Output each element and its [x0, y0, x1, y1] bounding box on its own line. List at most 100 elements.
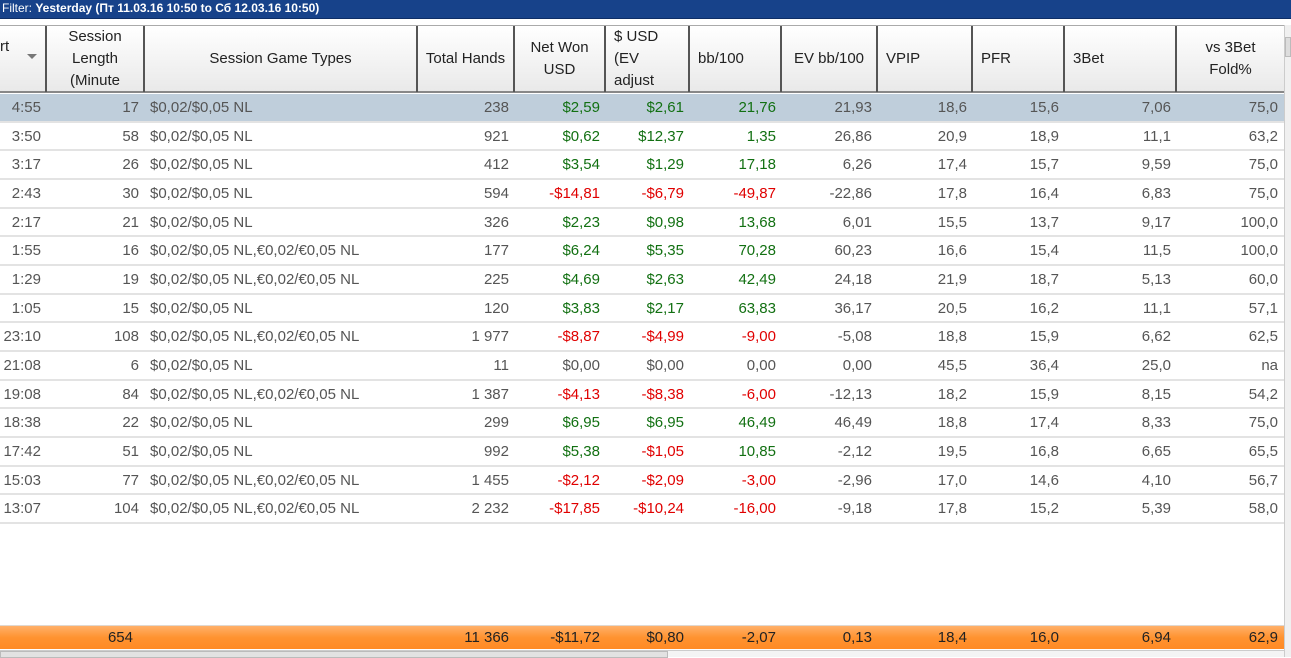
cell-bb-100: -49,87	[733, 184, 776, 202]
cell-usd-ev-adjusted: -$6,79	[641, 184, 684, 202]
column-header-ev-bb-100[interactable]: EV bb/100	[782, 26, 878, 92]
column-header-net-won[interactable]: Net Won USD	[515, 26, 606, 92]
cell-pfr: 13,7	[1029, 213, 1059, 231]
total-start	[0, 626, 47, 650]
cell-session-length: 58	[122, 127, 139, 145]
cell-vpip: 17,4	[937, 156, 967, 174]
column-header-pfr[interactable]: PFR	[973, 26, 1065, 92]
table-row[interactable]: 21:08 6 $0,02/$0,05 NL 11 $0,00 $0,00 0,00 0,00…	[0, 352, 1284, 381]
cell-bb-100: 70,28	[738, 242, 776, 260]
cell-ev-bb-100: 26,86	[834, 127, 872, 145]
cell-start: 4:55	[11, 99, 41, 116]
cell-net-won: -$2,12	[557, 471, 600, 489]
cell-session-length: 6	[130, 356, 139, 374]
cell-3bet: 8,33	[1141, 414, 1171, 432]
cell-game-types: $0,02/$0,05 NL,€0,02/€0,05 NL	[150, 270, 360, 288]
cell-3bet: 7,06	[1141, 99, 1171, 116]
column-header-3bet[interactable]: 3Bet	[1065, 26, 1177, 92]
cell-game-types: $0,02/$0,05 NL	[150, 156, 253, 174]
cell-bb-100: 17,18	[738, 156, 776, 174]
cell-total-hands: 992	[483, 442, 509, 460]
column-header-vpip[interactable]: VPIP	[878, 26, 973, 92]
total-ev-bb-100: 0,13	[842, 629, 872, 646]
cell-vs-3bet-fold: 75,0	[1248, 414, 1278, 432]
table-row[interactable]: 1:05 15 $0,02/$0,05 NL 120 $3,83 $2,17 63,83 36…	[0, 295, 1284, 324]
cell-3bet: 5,39	[1141, 500, 1171, 518]
cell-net-won: -$8,87	[557, 328, 600, 346]
column-header-usd-ev-adjusted[interactable]: $ USD (EV adjust	[606, 26, 690, 92]
cell-pfr: 15,9	[1029, 385, 1059, 403]
cell-vs-3bet-fold: 75,0	[1248, 156, 1278, 174]
column-header-session-length[interactable]: Session Length (Minute	[47, 26, 145, 92]
cell-net-won: $0,62	[562, 127, 600, 145]
table-row[interactable]: 3:50 58 $0,02/$0,05 NL 921 $0,62 $12,37 1,35 26…	[0, 123, 1284, 152]
column-header-start[interactable]: rt	[0, 26, 47, 92]
table-row[interactable]: 23:10 108 $0,02/$0,05 NL,€0,02/€0,05 NL 1 9…	[0, 323, 1284, 352]
table-row[interactable]: 17:42 51 $0,02/$0,05 NL 992 $5,38 -$1,05 10,85…	[0, 438, 1284, 467]
cell-session-length: 77	[122, 471, 139, 489]
column-header-total-hands[interactable]: Total Hands	[418, 26, 515, 92]
cell-session-length: 51	[122, 442, 139, 460]
vertical-scroll-thumb[interactable]	[1285, 37, 1291, 57]
cell-usd-ev-adjusted: $2,63	[646, 270, 684, 288]
cell-session-length: 21	[122, 213, 139, 231]
column-header-label: bb/100	[698, 50, 744, 67]
cell-ev-bb-100: -2,96	[837, 471, 872, 489]
column-header-vs-3bet-fold[interactable]: vs 3Bet Fold%	[1177, 26, 1284, 92]
cell-vs-3bet-fold: na	[1261, 356, 1278, 374]
cell-net-won: $6,95	[562, 414, 600, 432]
cell-session-length: 104	[113, 500, 139, 518]
cell-ev-bb-100: -2,12	[837, 442, 872, 460]
cell-ev-bb-100: 24,18	[834, 270, 872, 288]
table-row[interactable]: 4:55 17 $0,02/$0,05 NL 238 $2,59 $2,61 21,76 21…	[0, 94, 1284, 123]
cell-total-hands: 299	[483, 414, 509, 432]
table-row[interactable]: 2:17 21 $0,02/$0,05 NL 326 $2,23 $0,98 13,68 6,…	[0, 209, 1284, 238]
cell-bb-100: 21,76	[738, 99, 776, 116]
cell-game-types: $0,02/$0,05 NL	[150, 99, 253, 116]
table-row[interactable]: 1:29 19 $0,02/$0,05 NL,€0,02/€0,05 NL 225 $4…	[0, 266, 1284, 295]
cell-vs-3bet-fold: 60,0	[1248, 270, 1278, 288]
column-header-bb-100[interactable]: bb/100	[690, 26, 782, 92]
cell-total-hands: 177	[483, 242, 509, 260]
table-row[interactable]: 1:55 16 $0,02/$0,05 NL,€0,02/€0,05 NL 177 $6…	[0, 237, 1284, 266]
cell-game-types: $0,02/$0,05 NL	[150, 127, 253, 145]
cell-net-won: -$14,81	[549, 184, 600, 202]
table-row[interactable]: 13:07 104 $0,02/$0,05 NL,€0,02/€0,05 NL 2 2…	[0, 495, 1284, 524]
cell-bb-100: -16,00	[733, 500, 776, 518]
vertical-scrollbar[interactable]	[1284, 25, 1291, 657]
cell-pfr: 17,4	[1029, 414, 1059, 432]
cell-game-types: $0,02/$0,05 NL,€0,02/€0,05 NL	[150, 500, 360, 518]
table-row[interactable]: 3:17 26 $0,02/$0,05 NL 412 $3,54 $1,29 17,18 6,…	[0, 151, 1284, 180]
cell-3bet: 11,1	[1142, 127, 1171, 145]
cell-usd-ev-adjusted: -$4,99	[641, 328, 684, 346]
cell-net-won: $4,69	[562, 270, 600, 288]
cell-vpip: 21,9	[937, 270, 967, 288]
cell-net-won: $5,38	[562, 442, 600, 460]
cell-3bet: 25,0	[1141, 356, 1171, 374]
table-row[interactable]: 18:38 22 $0,02/$0,05 NL 299 $6,95 $6,95 46,49 4…	[0, 409, 1284, 438]
cell-usd-ev-adjusted: -$1,05	[641, 442, 684, 460]
table-row[interactable]: 2:43 30 $0,02/$0,05 NL 594 -$14,81 -$6,79 -49,…	[0, 180, 1284, 209]
cell-total-hands: 120	[483, 299, 509, 317]
cell-start: 1:55	[11, 242, 41, 260]
cell-vs-3bet-fold: 100,0	[1240, 213, 1278, 231]
column-header-label: EV bb/100	[793, 50, 865, 67]
cell-start: 13:07	[3, 500, 41, 518]
cell-total-hands: 1 455	[471, 471, 509, 489]
cell-bb-100: -6,00	[741, 385, 776, 403]
cell-game-types: $0,02/$0,05 NL	[150, 414, 253, 432]
cell-vpip: 17,0	[937, 471, 967, 489]
cell-usd-ev-adjusted: -$2,09	[641, 471, 684, 489]
horizontal-scrollbar[interactable]	[0, 650, 1284, 658]
table-row[interactable]: 15:03 77 $0,02/$0,05 NL,€0,02/€0,05 NL 1 45…	[0, 467, 1284, 496]
table-row[interactable]: 19:08 84 $0,02/$0,05 NL,€0,02/€0,05 NL 1 38…	[0, 381, 1284, 410]
filter-bar[interactable]: Filter: Yesterday (Пт 11.03.16 10:50 to …	[0, 0, 1291, 19]
cell-ev-bb-100: 46,49	[834, 414, 872, 432]
cell-bb-100: 46,49	[738, 414, 776, 432]
column-header-label: PFR	[981, 50, 1011, 67]
cell-session-length: 15	[122, 299, 139, 317]
total-usd-ev-adjusted: $0,80	[646, 629, 684, 646]
column-header-game-types[interactable]: Session Game Types	[145, 26, 418, 92]
cell-total-hands: 921	[483, 127, 509, 145]
sort-descending-icon[interactable]	[27, 54, 37, 59]
